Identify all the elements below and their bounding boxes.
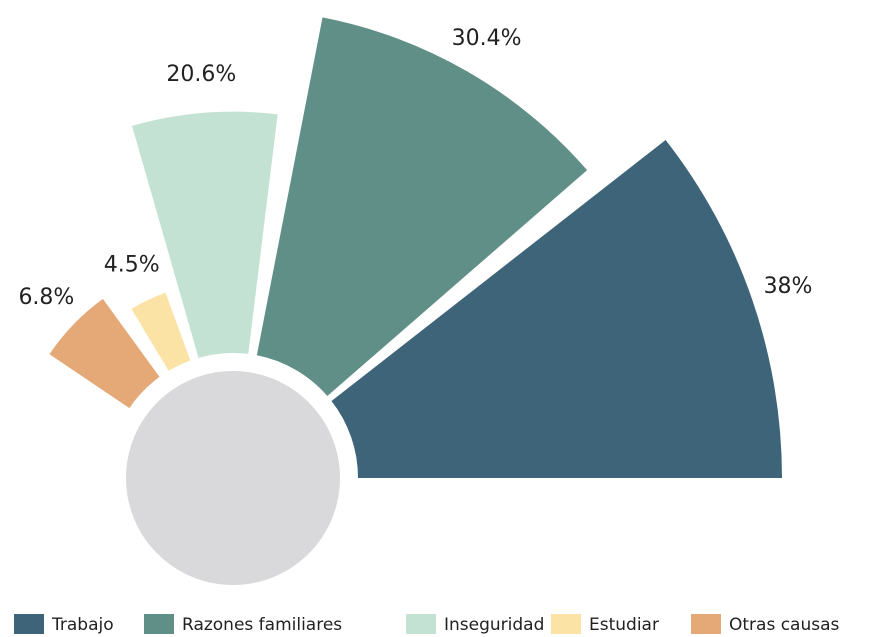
data-label: 6.8% [18, 285, 74, 310]
sector [49, 298, 160, 409]
legend-label: Razones familiares [182, 615, 342, 635]
data-label: 20.6% [166, 62, 236, 87]
data-label: 4.5% [104, 253, 160, 278]
legend-label: Otras causas [729, 615, 840, 635]
legend-swatch [406, 614, 436, 634]
legend-swatch [691, 614, 721, 634]
data-label: 30.4% [452, 26, 522, 51]
data-label: 38% [764, 274, 813, 299]
sector [256, 17, 588, 396]
legend-label: Inseguridad [444, 615, 544, 635]
sector [331, 140, 782, 479]
legend-swatch [144, 614, 174, 634]
legend-label: Trabajo [51, 615, 114, 635]
legend-swatch [14, 614, 44, 634]
sector [131, 292, 191, 371]
legend-label: Estudiar [589, 615, 659, 635]
sector [132, 111, 278, 358]
center-circle [126, 371, 340, 585]
legend-swatch [551, 614, 581, 634]
